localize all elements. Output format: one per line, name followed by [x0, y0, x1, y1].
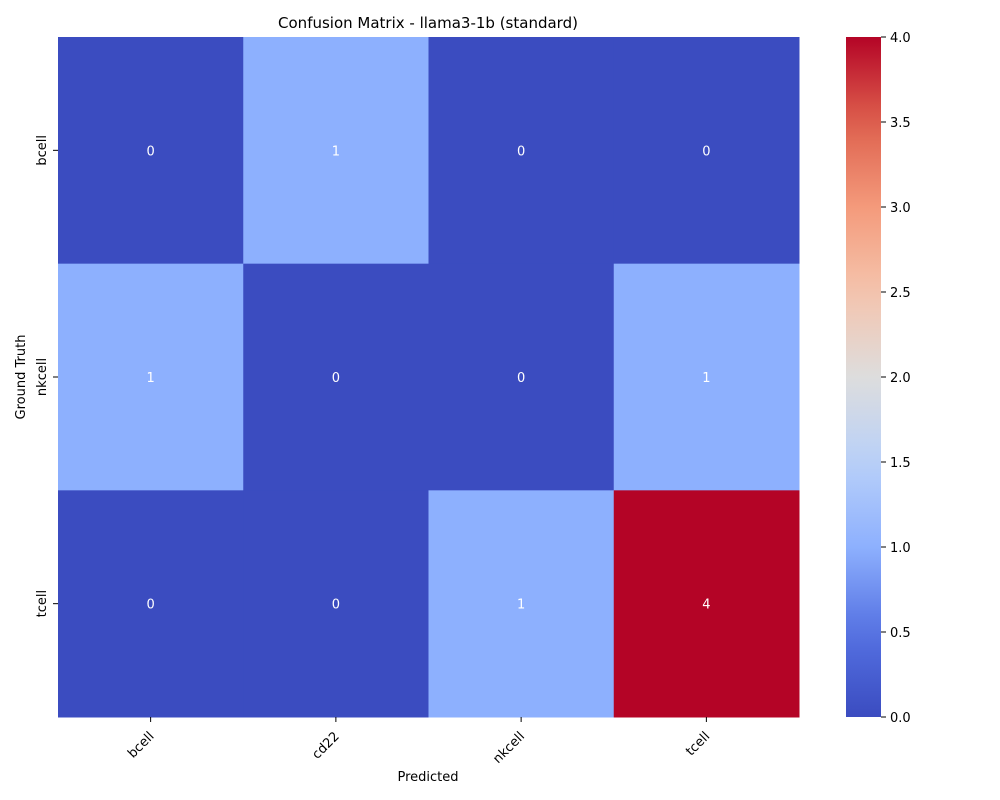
heatmap-cell — [243, 263, 429, 491]
cell-value-label: 4 — [702, 598, 710, 613]
x-tick-label: nkcell — [490, 729, 528, 767]
chart-title: Confusion Matrix - llama3-1b (standard) — [278, 14, 578, 32]
heatmap-cell — [613, 37, 800, 265]
cell-value-label: 1 — [146, 371, 154, 386]
colorbar-tick-label: 0.0 — [890, 711, 911, 726]
cell-value-label: 0 — [332, 598, 340, 613]
x-axis-label: Predicted — [397, 770, 458, 785]
colorbar-tick-label: 1.0 — [890, 541, 911, 556]
y-axis-label: Ground Truth — [14, 335, 29, 420]
colorbar-tick-label: 3.5 — [890, 116, 911, 131]
colorbar-tick-label: 2.5 — [890, 286, 911, 301]
heatmap-cell — [58, 263, 244, 491]
x-tick-label: bcell — [125, 729, 157, 761]
colorbar-tick-label: 4.0 — [890, 31, 911, 46]
x-axis: bcell cd22 nkcell tcell — [125, 717, 713, 767]
y-tick-label: nkcell — [35, 358, 50, 396]
heatmap-cell — [613, 490, 800, 718]
colorbar-tick-label: 3.0 — [890, 201, 911, 216]
heatmap-cell — [428, 490, 615, 718]
heatmap-cell — [613, 263, 800, 491]
colorbar-ticks: 0.0 0.5 1.0 1.5 2.0 2.5 3.0 3.5 4.0 — [881, 31, 911, 726]
cell-value-label: 1 — [702, 371, 710, 386]
x-tick-label: cd22 — [310, 729, 343, 762]
heatmap-cells: 0 1 0 0 1 0 0 1 0 0 1 4 — [58, 37, 800, 718]
cell-value-label: 0 — [146, 144, 154, 159]
heatmap-cell — [243, 490, 429, 718]
y-tick-label: bcell — [35, 135, 50, 166]
cell-value-label: 0 — [517, 371, 525, 386]
colorbar — [846, 37, 881, 717]
colorbar-tick-label: 2.0 — [890, 371, 911, 386]
cell-value-label: 0 — [702, 144, 710, 159]
heatmap-cell — [428, 263, 615, 491]
heatmap-cell — [243, 37, 429, 265]
x-tick-label: tcell — [683, 729, 713, 759]
colorbar-tick-label: 1.5 — [890, 456, 911, 471]
y-axis: bcell nkcell tcell — [35, 135, 58, 617]
cell-value-label: 0 — [332, 371, 340, 386]
colorbar-tick-label: 0.5 — [890, 626, 911, 641]
cell-value-label: 1 — [517, 598, 525, 613]
heatmap-cell — [58, 490, 244, 718]
heatmap-cell — [58, 37, 244, 265]
cell-value-label: 1 — [332, 144, 340, 159]
heatmap-cell — [428, 37, 615, 265]
cell-value-label: 0 — [517, 144, 525, 159]
cell-value-label: 0 — [146, 598, 154, 613]
y-tick-label: tcell — [35, 590, 50, 617]
